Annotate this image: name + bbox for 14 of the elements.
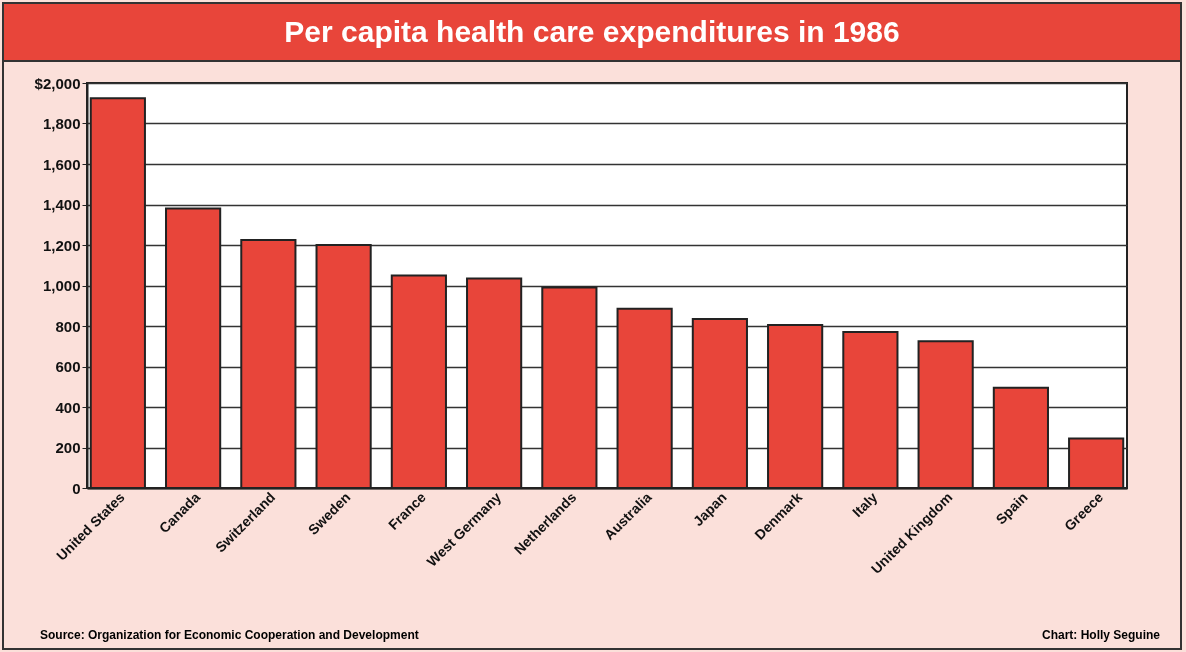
y-tick-label: 800 [55,317,81,335]
y-tick-label: 600 [55,358,81,375]
y-tick-label: 400 [55,398,81,416]
y-tick-label: 0 [72,479,81,497]
y-tick-label: 1,000 [42,277,81,294]
y-tick-label: $2,000 [34,74,81,92]
source-note: Source: Organization for Economic Cooperation and Development [40,628,419,642]
chart-title: Per capita health care expenditures in 1986 [4,4,1180,62]
y-tick-label: 1,400 [42,196,81,213]
text: Chart: Holly Seguine [1041,628,1160,642]
y-tick-label: 1,800 [42,115,81,132]
y-tick-label: 200 [55,439,81,456]
y-tick-label: 1,200 [42,236,81,254]
y-tick-label: 1,600 [42,155,81,173]
